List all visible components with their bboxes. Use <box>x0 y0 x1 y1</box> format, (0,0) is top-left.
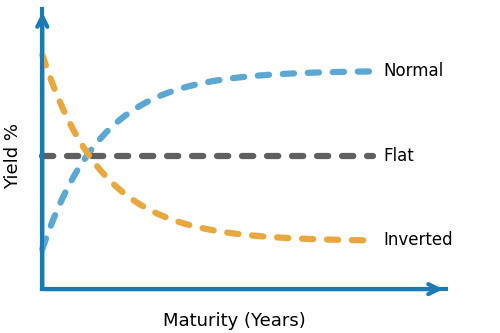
Text: Inverted: Inverted <box>383 231 452 249</box>
Text: Normal: Normal <box>383 62 443 80</box>
Text: Maturity (Years): Maturity (Years) <box>162 312 306 330</box>
Text: Flat: Flat <box>383 147 414 165</box>
Text: Yield %: Yield % <box>4 123 22 189</box>
